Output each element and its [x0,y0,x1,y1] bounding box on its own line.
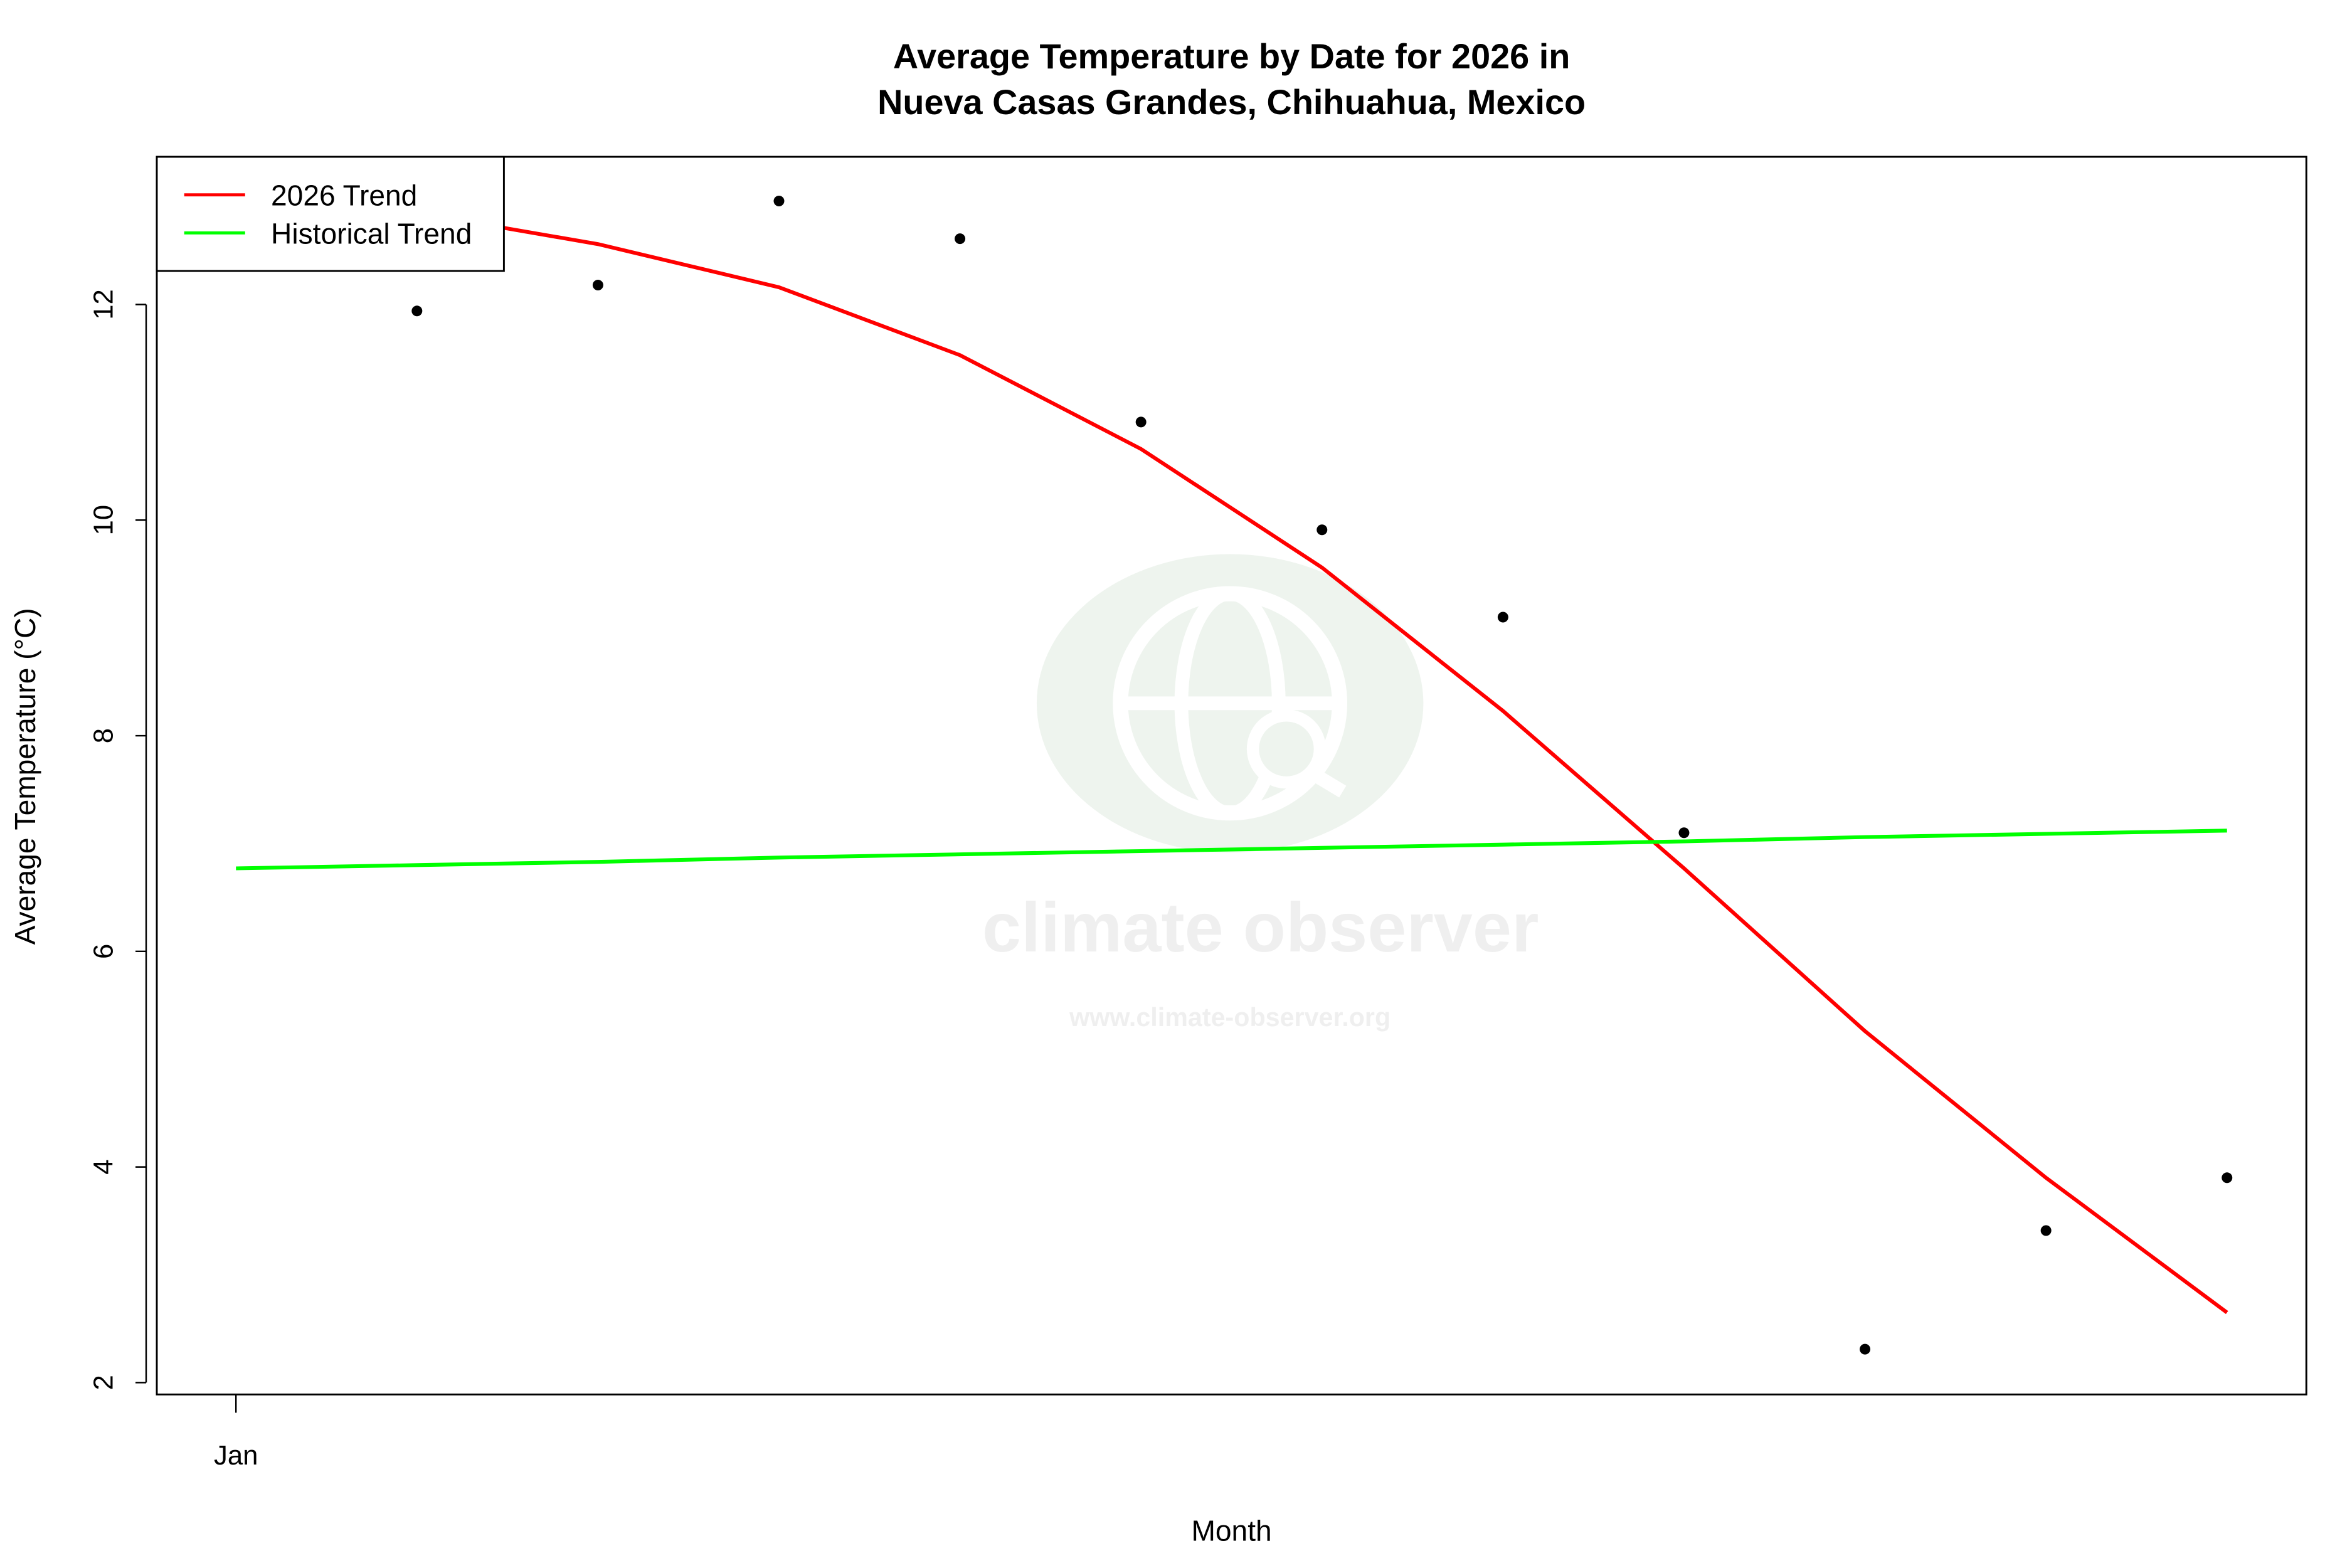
watermark-url: www.climate-observer.org [1069,1003,1391,1032]
watermark-lens [1308,767,1347,798]
y-axis-label: Average Temperature (°C) [9,608,41,945]
legend: 2026 Trend Historical Trend [156,156,505,272]
trend-line [236,829,2227,871]
y-tick-label: 10 [88,505,119,536]
watermark-title: climate observer [982,888,1539,967]
legend-label: 2026 Trend [271,179,417,212]
data-point [2040,1225,2052,1236]
y-tick-label: 6 [88,944,119,959]
data-point [411,305,423,317]
y-tick-label: 2 [88,1375,119,1390]
chart-title: Average Temperature by Date for 2026 in [893,36,1570,76]
watermark-lens [1246,709,1327,789]
data-point [1135,416,1147,428]
data-point [2222,1172,2233,1184]
x-axis-label: Month [1192,1514,1272,1547]
trend-line [236,203,2228,1315]
x-tick-label: Jan [214,1440,258,1471]
y-tick-label: 4 [88,1159,119,1174]
legend-box [156,156,505,272]
data-point [1678,827,1690,839]
data-point [1860,1343,1871,1355]
legend-label: Historical Trend [271,217,472,250]
data-point [773,195,785,206]
data-point [1497,612,1508,623]
data-point [592,280,603,291]
y-tick-label: 12 [88,289,119,320]
chart-subtitle: Nueva Casas Grandes, Chihuahua, Mexico [877,82,1586,122]
y-tick-label: 8 [88,728,119,743]
data-point [1316,524,1328,536]
watermark: climate observer www.climate-observer.or… [982,554,1539,1032]
data-point [955,233,966,245]
plot-frame [156,156,2307,1396]
